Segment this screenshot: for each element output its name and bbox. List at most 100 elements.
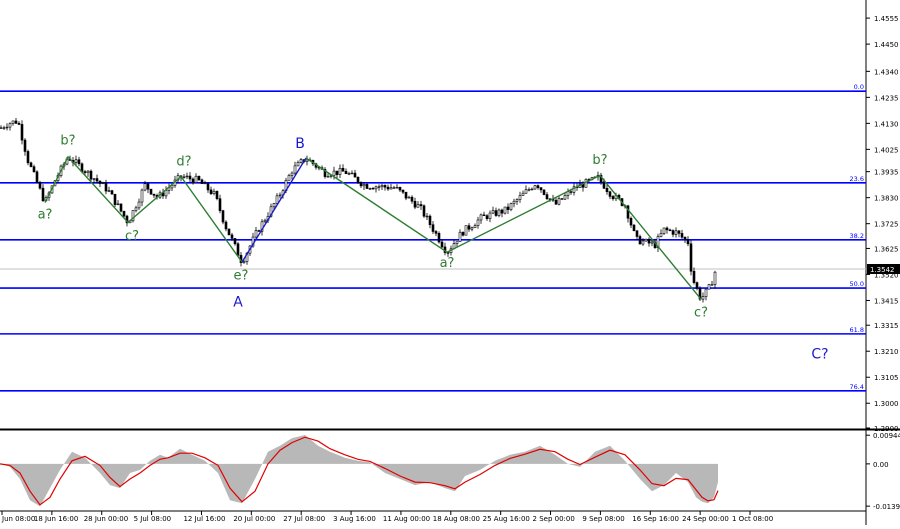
current-price-box — [867, 263, 900, 274]
candle-body — [626, 205, 630, 219]
candle-body — [119, 203, 123, 212]
candle-body — [221, 210, 225, 223]
candle-body — [134, 207, 138, 211]
candle-body — [272, 203, 276, 208]
candle-body — [680, 233, 684, 238]
candle-body — [278, 194, 282, 197]
candle-body — [14, 120, 18, 124]
candle-body — [707, 284, 711, 290]
candle-body — [560, 198, 564, 200]
candle-body — [605, 187, 609, 193]
candle-body — [74, 159, 78, 163]
candle-body — [305, 159, 309, 163]
wave-label: C? — [811, 347, 828, 363]
candle-body — [236, 243, 240, 256]
candle-body — [107, 190, 111, 192]
wave-label: e? — [234, 268, 249, 283]
x-tick-label: 16 Sep 16:00 — [632, 515, 679, 523]
candle-body — [230, 234, 234, 239]
y-tick-label: 1.3000 — [874, 400, 899, 408]
candle-body — [215, 190, 219, 199]
candle-body — [17, 123, 21, 125]
candle-body — [530, 188, 534, 191]
y-tick-label: 1.4130 — [874, 120, 899, 128]
candle-body — [356, 176, 360, 183]
y-tick-label: 1.4555 — [874, 15, 899, 23]
candle-body — [143, 183, 147, 191]
candle-body — [491, 210, 495, 214]
candle-body — [467, 225, 471, 230]
y-tick-label: 1.3520 — [874, 271, 899, 279]
x-tick-label: 20 Jul 00:00 — [233, 515, 275, 523]
wave-label: a? — [38, 208, 53, 223]
candle-body — [92, 178, 96, 180]
candle-body — [347, 173, 351, 175]
candle-body — [359, 182, 363, 187]
candle-body — [629, 217, 633, 226]
x-tick-label: 3 Aug 16:00 — [333, 515, 376, 523]
wave-label: A — [233, 295, 243, 311]
candle-body — [131, 210, 135, 222]
candle-body — [101, 182, 105, 185]
candle-body — [473, 225, 477, 229]
candle-body — [674, 230, 678, 235]
candle-body — [95, 178, 99, 182]
candle-body — [350, 172, 354, 175]
x-tick-label: Jun 08:00 — [1, 515, 35, 523]
candle-body — [503, 206, 507, 214]
candle-body — [371, 188, 375, 190]
candle-body — [677, 230, 681, 234]
candle-body — [275, 195, 279, 204]
candle-body — [536, 185, 540, 188]
candle-body — [494, 210, 498, 216]
candle-body — [164, 190, 168, 197]
candle-body — [416, 204, 420, 208]
candle-body — [479, 214, 483, 221]
candle-body — [146, 183, 150, 190]
candle-body — [8, 123, 12, 128]
candle-body — [476, 219, 480, 227]
current-price-label: 1.3542 — [870, 266, 895, 274]
candle-body — [710, 284, 714, 286]
y-tick-label: 1.2900 — [874, 425, 899, 433]
candle-body — [458, 231, 462, 242]
candle-body — [23, 139, 27, 152]
candle-body — [545, 194, 549, 200]
indicator-y-tick-label: 0.00 — [873, 461, 889, 469]
candle-body — [137, 201, 141, 209]
y-tick-label: 1.3830 — [874, 195, 899, 203]
wave-label: c? — [694, 306, 708, 321]
candle-body — [257, 230, 261, 232]
candle-body — [647, 238, 651, 244]
candle-body — [524, 189, 528, 194]
candle-body — [698, 288, 702, 300]
candle-body — [188, 175, 192, 180]
candle-body — [386, 186, 390, 190]
wave-line — [44, 155, 243, 263]
candle-body — [290, 172, 294, 176]
candle-body — [392, 187, 396, 189]
candle-body — [116, 203, 120, 205]
candle-body — [167, 187, 171, 191]
candle-body — [242, 261, 246, 263]
candle-body — [110, 190, 114, 195]
candle-body — [170, 185, 174, 189]
candle-body — [644, 238, 648, 242]
candle-body — [434, 231, 438, 234]
candle-body — [506, 206, 510, 210]
candle-body — [380, 185, 384, 188]
candle-body — [35, 171, 39, 183]
x-tick-label: 1 Oct 08:00 — [732, 515, 773, 523]
candle-body — [89, 170, 93, 180]
candle-body — [203, 182, 207, 185]
x-tick-label: 9 Sep 08:00 — [582, 515, 624, 523]
candle-body — [41, 187, 45, 202]
candle-body — [38, 182, 42, 189]
candle-body — [695, 282, 699, 289]
candle-body — [200, 179, 204, 184]
candle-body — [683, 236, 687, 240]
candle-body — [365, 184, 369, 189]
candle-body — [419, 204, 423, 207]
candle-body — [20, 124, 24, 141]
candle-body — [668, 229, 672, 231]
